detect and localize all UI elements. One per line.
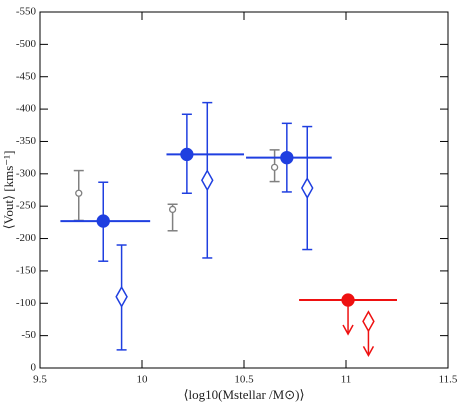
plot-frame (39, 11, 449, 369)
y-tick-label: -50 (21, 329, 36, 341)
x-tick-label: 11 (341, 374, 352, 386)
x-tick-label: 10.5 (234, 374, 254, 386)
point (362, 310, 375, 333)
point (75, 189, 83, 197)
limit-arrow-head (362, 346, 375, 357)
y-tick-label: -450 (16, 70, 37, 82)
y-tick-label: -550 (16, 6, 37, 18)
point (96, 214, 110, 228)
y-tick-label: -350 (16, 135, 37, 147)
y-tick-label: -300 (16, 167, 37, 179)
x-tick-label: 11.5 (439, 374, 458, 386)
limit-arrow-head (342, 324, 354, 336)
y-axis-label: ⟨Vout⟩ [kms⁻¹] (1, 151, 16, 230)
point (300, 176, 314, 200)
y-tick-label: -100 (16, 297, 37, 309)
point (270, 163, 279, 171)
point (201, 169, 214, 192)
y-tick-label: -200 (16, 232, 37, 244)
y-tick-label: -150 (16, 264, 37, 276)
x-tick-label: 10 (137, 374, 149, 386)
x-tick-label: 9.5 (33, 374, 47, 386)
point (341, 293, 355, 307)
y-tick-label: 0 (31, 362, 37, 374)
point (115, 285, 128, 308)
y-tick-label: -250 (16, 200, 37, 212)
point (168, 205, 177, 214)
point (280, 150, 294, 165)
y-tick-label: -500 (16, 38, 37, 50)
y-tick-label: -400 (16, 103, 37, 115)
point (180, 147, 194, 162)
x-axis-label: ⟨log10(Mstellar /M⊙)⟩ (183, 387, 304, 402)
